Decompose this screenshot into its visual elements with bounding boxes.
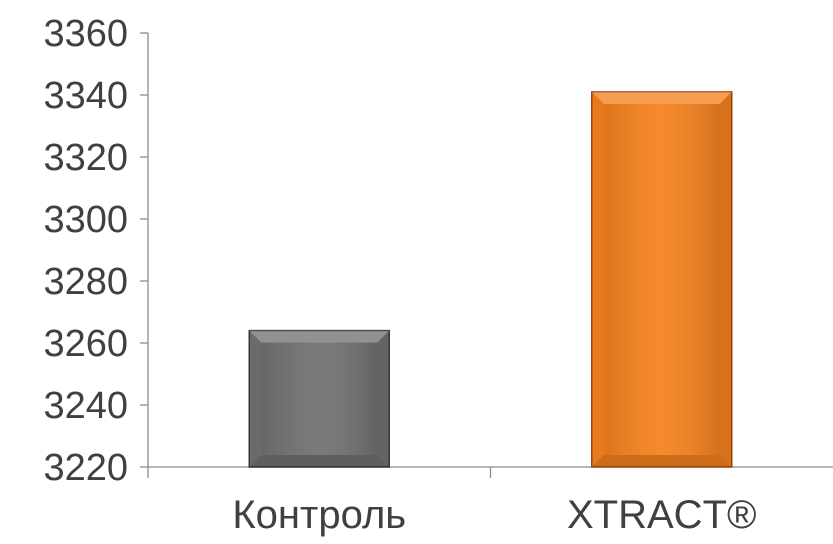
bar-bevel-right: [377, 331, 389, 467]
x-category-label: XTRACT®: [567, 493, 756, 537]
category-labels: Контроль XTRACT®: [232, 493, 756, 537]
y-tick-label: 3300: [43, 199, 128, 241]
bar-bevel-top: [249, 331, 389, 343]
bar-shade: [604, 104, 720, 455]
bar-bevel-top: [592, 92, 732, 104]
y-tick-label: 3360: [43, 13, 128, 55]
y-tick-label: 3280: [43, 261, 128, 303]
y-tick-labels: 3220 3240 3260 3280 3300 3320 3340 3360: [43, 13, 128, 489]
bars: [249, 92, 732, 467]
bar-bevel-left: [249, 331, 261, 467]
x-axis: [148, 467, 833, 478]
y-axis: [140, 33, 148, 467]
bar-xtract: [592, 92, 732, 467]
bar-shade: [261, 343, 377, 455]
y-tick-label: 3220: [43, 447, 128, 489]
bar-control: [249, 331, 389, 467]
bar-bevel-right: [720, 92, 732, 467]
y-tick-label: 3240: [43, 385, 128, 427]
bar-bevel-left: [592, 92, 604, 467]
y-tick-label: 3320: [43, 137, 128, 179]
bar-bevel-bottom: [592, 455, 732, 467]
y-tick-label: 3340: [43, 75, 128, 117]
x-category-label: Контроль: [232, 493, 406, 537]
bar-bevel-bottom: [249, 455, 389, 467]
y-tick-label: 3260: [43, 323, 128, 365]
